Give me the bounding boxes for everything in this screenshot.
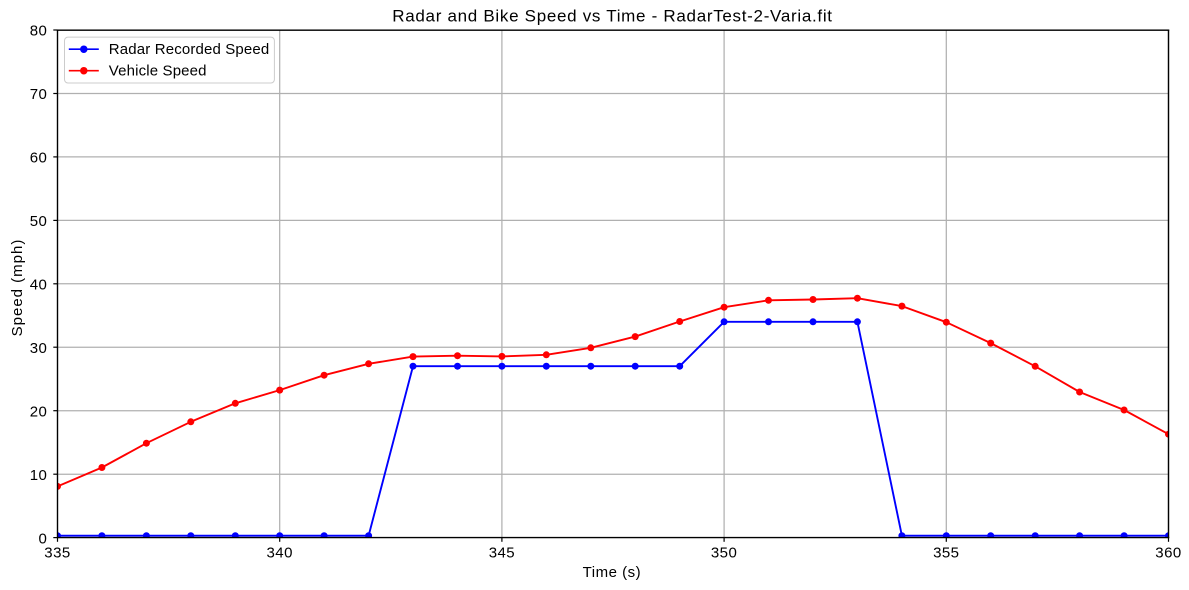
svg-text:30: 30 xyxy=(30,340,48,357)
svg-text:60: 60 xyxy=(30,150,48,167)
svg-text:360: 360 xyxy=(1155,544,1181,561)
svg-text:20: 20 xyxy=(30,403,48,420)
svg-text:10: 10 xyxy=(30,467,48,484)
svg-text:350: 350 xyxy=(711,544,737,561)
svg-text:340: 340 xyxy=(267,544,293,561)
svg-text:Radar and Bike Speed vs Time -: Radar and Bike Speed vs Time - RadarTest… xyxy=(392,7,832,26)
svg-text:355: 355 xyxy=(933,544,959,561)
svg-text:Time (s): Time (s) xyxy=(583,564,641,581)
svg-text:Speed (mph): Speed (mph) xyxy=(9,239,26,337)
svg-text:50: 50 xyxy=(30,213,48,230)
svg-text:Radar Recorded Speed: Radar Recorded Speed xyxy=(109,41,270,58)
svg-text:335: 335 xyxy=(44,544,70,561)
svg-text:80: 80 xyxy=(30,23,48,40)
svg-text:345: 345 xyxy=(489,544,515,561)
svg-text:Vehicle Speed: Vehicle Speed xyxy=(109,62,207,79)
svg-text:0: 0 xyxy=(39,530,48,547)
svg-text:70: 70 xyxy=(30,86,48,103)
svg-text:40: 40 xyxy=(30,277,48,294)
